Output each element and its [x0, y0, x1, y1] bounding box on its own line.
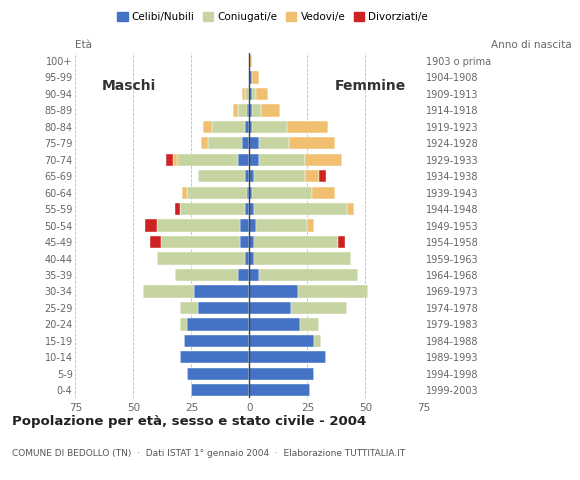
Legend: Celibi/Nubili, Coniugati/e, Vedovi/e, Divorziati/e: Celibi/Nubili, Coniugati/e, Vedovi/e, Di… [113, 8, 432, 26]
Bar [242, 137, 249, 149]
Text: Età: Età [75, 39, 92, 49]
Bar [347, 203, 354, 216]
Bar [249, 335, 314, 347]
Bar [203, 120, 212, 133]
Bar [300, 318, 319, 331]
Bar [314, 335, 321, 347]
Bar [208, 137, 242, 149]
Bar [298, 285, 368, 298]
Bar [245, 252, 249, 264]
Bar [289, 137, 335, 149]
Bar [233, 104, 238, 117]
Bar [249, 187, 252, 199]
Bar [249, 55, 252, 67]
Text: Maschi: Maschi [102, 79, 156, 93]
Bar [245, 88, 249, 100]
Bar [252, 187, 312, 199]
Text: Popolazione per età, sesso e stato civile - 2004: Popolazione per età, sesso e stato civil… [12, 415, 366, 428]
Bar [180, 203, 245, 216]
Bar [182, 187, 187, 199]
Bar [238, 269, 249, 281]
Bar [198, 170, 245, 182]
Bar [247, 104, 249, 117]
Text: Femmine: Femmine [335, 79, 405, 93]
Bar [249, 302, 291, 314]
Bar [252, 120, 287, 133]
Bar [157, 219, 240, 232]
Bar [252, 88, 256, 100]
Bar [194, 285, 249, 298]
Bar [150, 236, 161, 248]
Bar [249, 384, 310, 396]
Bar [254, 203, 347, 216]
Bar [240, 219, 249, 232]
Bar [254, 252, 351, 264]
Bar [312, 187, 335, 199]
Bar [256, 219, 307, 232]
Bar [191, 384, 249, 396]
Bar [180, 302, 198, 314]
Bar [249, 252, 254, 264]
Bar [245, 120, 249, 133]
Bar [249, 351, 326, 363]
Bar [175, 269, 238, 281]
Bar [173, 154, 177, 166]
Bar [254, 236, 338, 248]
Bar [249, 318, 300, 331]
Bar [177, 154, 238, 166]
Bar [261, 104, 280, 117]
Bar [238, 154, 249, 166]
Bar [287, 120, 328, 133]
Bar [305, 170, 319, 182]
Bar [259, 137, 289, 149]
Bar [307, 219, 314, 232]
Bar [187, 318, 249, 331]
Bar [180, 318, 187, 331]
Bar [180, 351, 249, 363]
Bar [291, 302, 347, 314]
Bar [212, 120, 245, 133]
Bar [161, 236, 240, 248]
Bar [252, 104, 261, 117]
Bar [249, 203, 254, 216]
Bar [256, 88, 268, 100]
Bar [259, 269, 358, 281]
Bar [198, 302, 249, 314]
Bar [319, 170, 326, 182]
Bar [249, 236, 254, 248]
Bar [338, 236, 345, 248]
Bar [254, 170, 305, 182]
Bar [249, 88, 252, 100]
Bar [166, 154, 173, 166]
Bar [187, 187, 247, 199]
Bar [249, 72, 252, 84]
Bar [305, 154, 342, 166]
Bar [247, 187, 249, 199]
Bar [184, 335, 249, 347]
Bar [143, 285, 194, 298]
Text: COMUNE DI BEDOLLO (TN)  ·  Dati ISTAT 1° gennaio 2004  ·  Elaborazione TUTTITALI: COMUNE DI BEDOLLO (TN) · Dati ISTAT 1° g… [12, 449, 405, 458]
Bar [187, 368, 249, 380]
Bar [249, 104, 252, 117]
Bar [259, 154, 305, 166]
Bar [201, 137, 208, 149]
Bar [249, 219, 256, 232]
Bar [249, 170, 254, 182]
Bar [175, 203, 180, 216]
Bar [249, 120, 252, 133]
Bar [245, 170, 249, 182]
Bar [242, 88, 245, 100]
Text: Anno di nascita: Anno di nascita [491, 40, 571, 50]
Bar [157, 252, 245, 264]
Bar [249, 137, 259, 149]
Bar [249, 285, 298, 298]
Bar [238, 104, 247, 117]
Bar [245, 203, 249, 216]
Bar [249, 368, 314, 380]
Bar [252, 72, 259, 84]
Bar [145, 219, 157, 232]
Bar [249, 269, 259, 281]
Bar [240, 236, 249, 248]
Bar [249, 154, 259, 166]
